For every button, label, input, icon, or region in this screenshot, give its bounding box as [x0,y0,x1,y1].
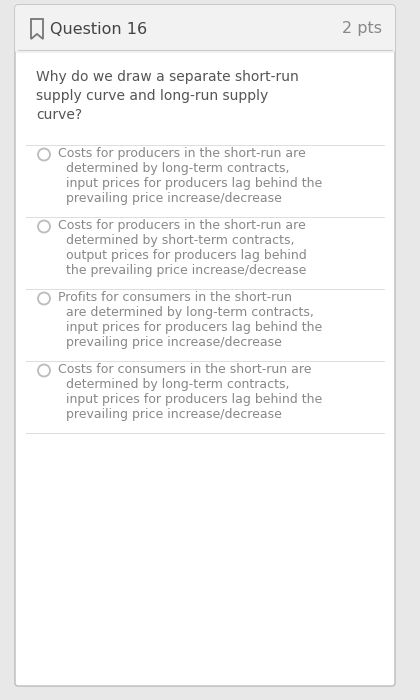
Text: input prices for producers lag behind the: input prices for producers lag behind th… [66,321,322,334]
Text: the prevailing price increase/decrease: the prevailing price increase/decrease [66,264,306,277]
Text: determined by long-term contracts,: determined by long-term contracts, [66,162,289,175]
Text: Costs for producers in the short-run are: Costs for producers in the short-run are [58,147,306,160]
Text: output prices for producers lag behind: output prices for producers lag behind [66,249,307,262]
Bar [19,42,391,52]
Text: input prices for producers lag behind the: input prices for producers lag behind th… [66,177,322,190]
Text: Costs for consumers in the short-run are: Costs for consumers in the short-run are [58,363,312,376]
Text: supply curve and long-run supply: supply curve and long-run supply [36,89,268,103]
Text: input prices for producers lag behind the: input prices for producers lag behind th… [66,393,322,406]
Text: 2 pts: 2 pts [342,22,382,36]
Text: Why do we draw a separate short-run: Why do we draw a separate short-run [36,70,299,84]
Text: determined by short-term contracts,: determined by short-term contracts, [66,234,294,247]
Text: Profits for consumers in the short-run: Profits for consumers in the short-run [58,291,292,304]
Text: prevailing price increase/decrease: prevailing price increase/decrease [66,408,282,421]
Text: determined by long-term contracts,: determined by long-term contracts, [66,378,289,391]
Text: prevailing price increase/decrease: prevailing price increase/decrease [66,336,282,349]
Text: prevailing price increase/decrease: prevailing price increase/decrease [66,192,282,205]
Text: Question 16: Question 16 [50,22,147,36]
Text: are determined by long-term contracts,: are determined by long-term contracts, [66,306,314,319]
Text: curve?: curve? [36,108,82,122]
FancyBboxPatch shape [15,5,395,686]
FancyBboxPatch shape [15,5,395,53]
Text: Costs for producers in the short-run are: Costs for producers in the short-run are [58,219,306,232]
